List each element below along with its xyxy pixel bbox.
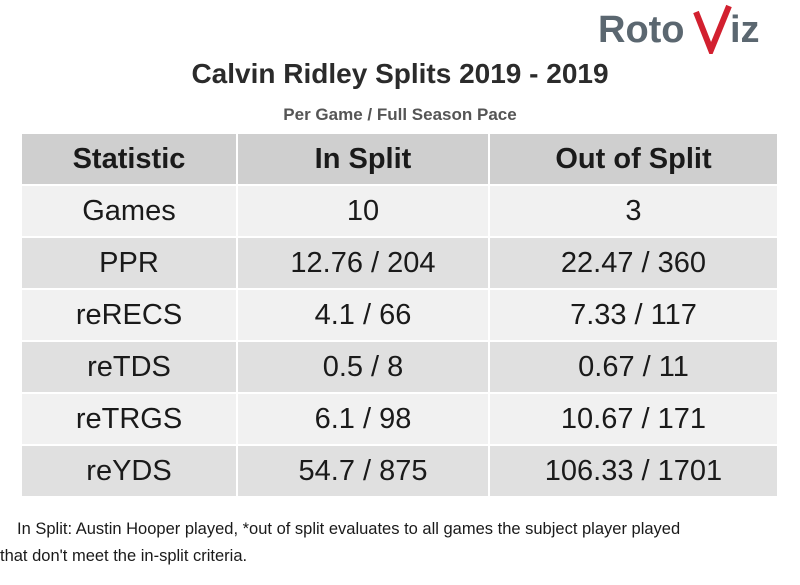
- footnote: In Split: Austin Hooper played, *out of …: [0, 516, 800, 570]
- statistic-cell: Games: [22, 186, 236, 236]
- out-of-split-cell: 106.33 / 1701: [490, 446, 777, 496]
- statistic-cell: PPR: [22, 238, 236, 288]
- logo-v-mark: [693, 4, 732, 54]
- in-split-cell: 10: [238, 186, 488, 236]
- logo-text-right: iz: [730, 9, 760, 51]
- chart-subtitle: Per Game / Full Season Pace: [283, 105, 517, 124]
- splits-table: Statistic In Split Out of Split Games 10…: [20, 132, 779, 498]
- in-split-cell: 4.1 / 66: [238, 290, 488, 340]
- footnote-line-2: that don't meet the in-split criteria.: [0, 547, 248, 565]
- out-of-split-cell: 3: [490, 186, 777, 236]
- table-row: PPR 12.76 / 204 22.47 / 360: [22, 238, 777, 288]
- in-split-cell: 54.7 / 875: [238, 446, 488, 496]
- column-header-in-split: In Split: [238, 134, 488, 184]
- statistic-cell: reRECS: [22, 290, 236, 340]
- statistic-cell: reTDS: [22, 342, 236, 392]
- statistic-cell: reYDS: [22, 446, 236, 496]
- chart-title: Calvin Ridley Splits 2019 - 2019: [191, 58, 609, 89]
- out-of-split-cell: 10.67 / 171: [490, 394, 777, 444]
- out-of-split-cell: 7.33 / 117: [490, 290, 777, 340]
- table-row: Games 10 3: [22, 186, 777, 236]
- table-row: reRECS 4.1 / 66 7.33 / 117: [22, 290, 777, 340]
- table-row: reTDS 0.5 / 8 0.67 / 11: [22, 342, 777, 392]
- in-split-cell: 6.1 / 98: [238, 394, 488, 444]
- column-header-out-of-split: Out of Split: [490, 134, 777, 184]
- in-split-cell: 0.5 / 8: [238, 342, 488, 392]
- header-row: Statistic In Split Out of Split: [22, 134, 777, 184]
- table-row: reYDS 54.7 / 875 106.33 / 1701: [22, 446, 777, 496]
- in-split-cell: 12.76 / 204: [238, 238, 488, 288]
- footnote-line-1: In Split: Austin Hooper played, *out of …: [17, 520, 681, 538]
- column-header-statistic: Statistic: [22, 134, 236, 184]
- out-of-split-cell: 22.47 / 360: [490, 238, 777, 288]
- logo-text-left: Roto: [598, 9, 685, 51]
- statistic-cell: reTRGS: [22, 394, 236, 444]
- table-row: reTRGS 6.1 / 98 10.67 / 171: [22, 394, 777, 444]
- out-of-split-cell: 0.67 / 11: [490, 342, 777, 392]
- rotoviz-logo: Roto iz: [598, 4, 760, 54]
